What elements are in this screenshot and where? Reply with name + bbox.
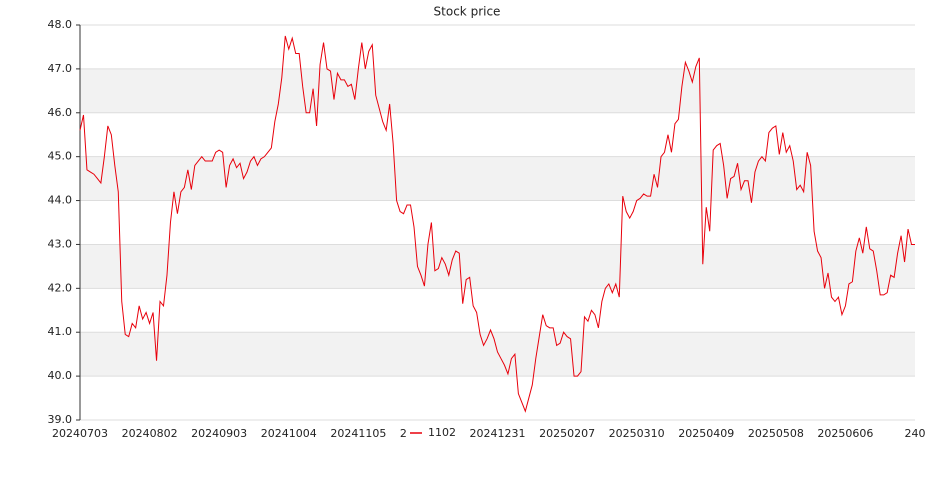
x-tick-label: 20240703 [52, 427, 108, 440]
line [79, 35, 915, 413]
x-tick-label: 20241105 [330, 427, 386, 440]
legend: 1102 [406, 424, 468, 442]
x-tick-label: 20240802 [122, 427, 178, 440]
y-tick-label: 40.0 [48, 369, 73, 382]
grid-band [80, 156, 915, 201]
y-tick-label: 39.0 [48, 413, 73, 426]
y-tick-label: 42.0 [48, 281, 73, 294]
x-tick-label: 20240903 [191, 427, 247, 440]
y-tick-label: 48.0 [48, 18, 73, 31]
x-tick-label: 240 [905, 427, 926, 440]
grid-band [80, 68, 915, 113]
chart-title: Stock price [434, 5, 501, 19]
x-tick-label: 20250508 [748, 427, 804, 440]
grid-band [80, 332, 915, 377]
y-tick-label: 41.0 [48, 325, 73, 338]
y-tick-label: 43.0 [48, 237, 73, 250]
x-tick-label: 20250310 [609, 427, 665, 440]
grid-band [80, 244, 915, 289]
legend-box [406, 424, 468, 442]
x-tick-label: 20250606 [817, 427, 873, 440]
y-tick-label: 47.0 [48, 62, 73, 75]
x-tick-label: 20250207 [539, 427, 595, 440]
x-tick-label: 20241004 [261, 427, 317, 440]
x-tick-label: 20241231 [470, 427, 526, 440]
y-tick-label: 44.0 [48, 194, 73, 207]
y-tick-label: 46.0 [48, 106, 73, 119]
x-tick-label: 20250409 [678, 427, 734, 440]
legend-label: 1102 [428, 426, 456, 439]
y-tick-label: 45.0 [48, 150, 73, 163]
